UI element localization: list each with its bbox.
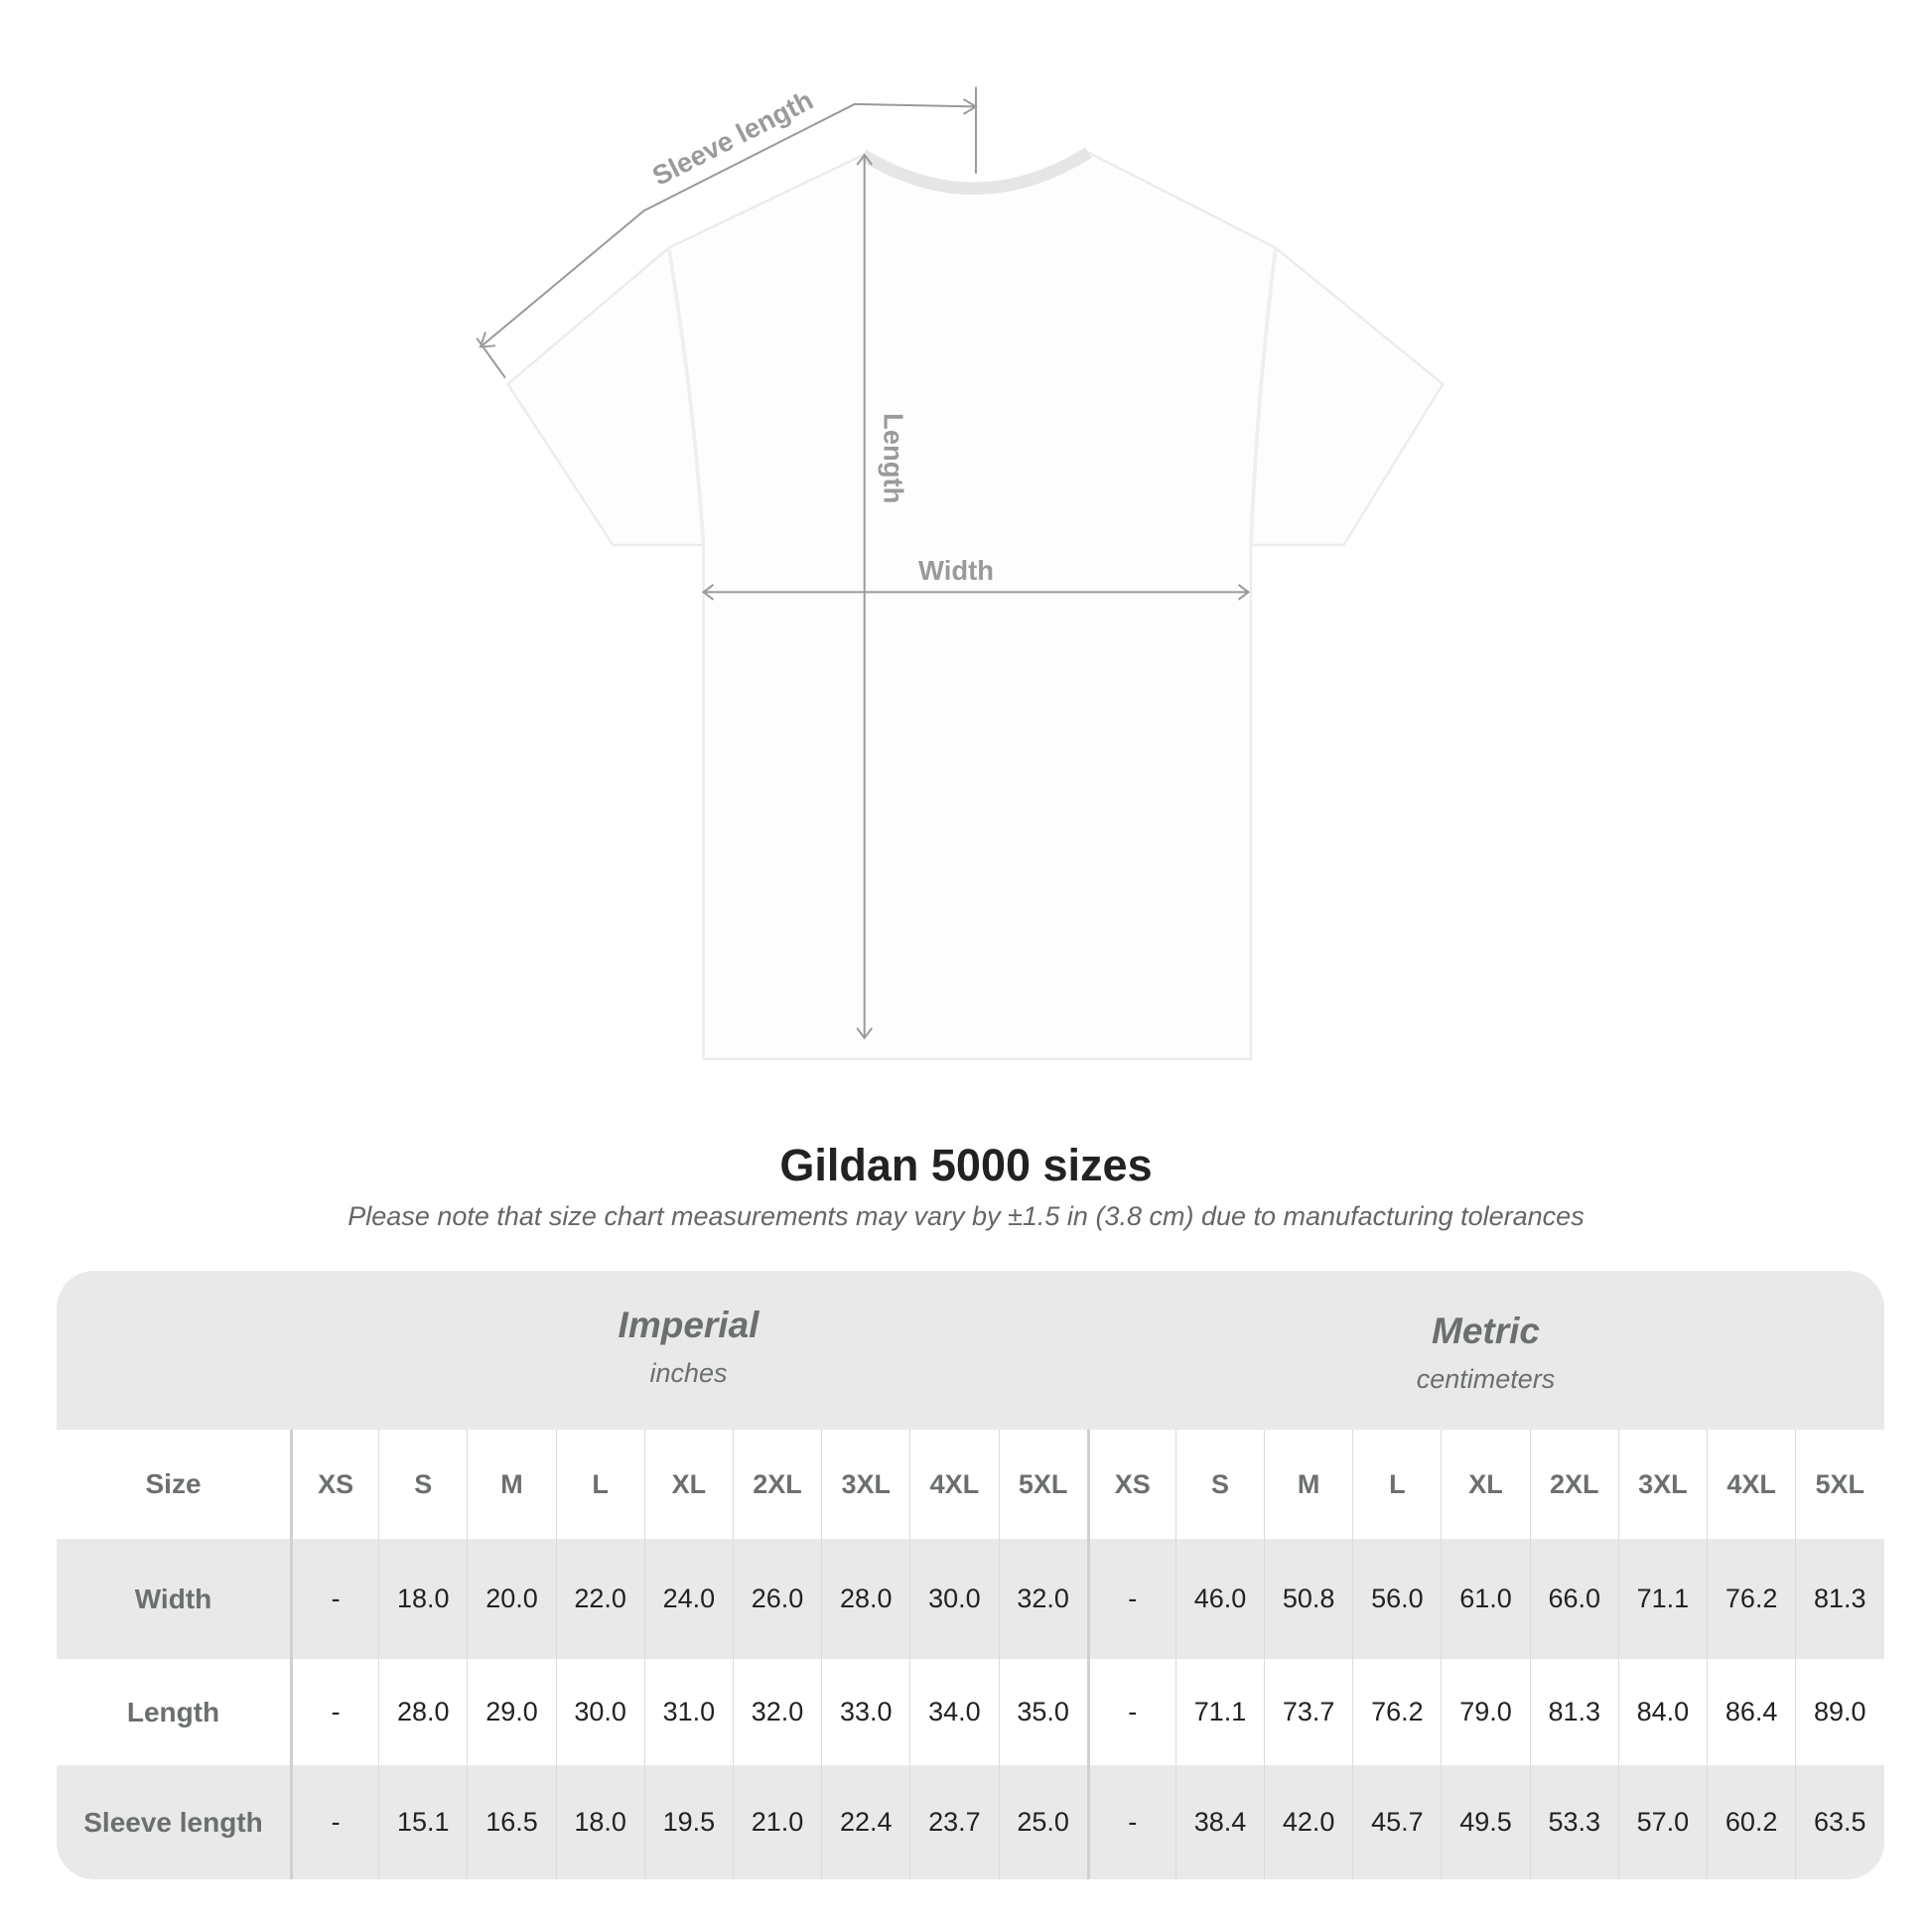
value-cell-metric: 79.0 [1441, 1659, 1529, 1765]
value-cell-metric: 63.5 [1795, 1765, 1883, 1879]
value-cell-metric: 56.0 [1352, 1539, 1441, 1659]
value-cell-metric: 76.2 [1352, 1659, 1441, 1765]
size-header-imperial: XL [643, 1430, 733, 1539]
size-header-metric: 2XL [1529, 1430, 1618, 1539]
value-cell-metric: 71.1 [1174, 1659, 1264, 1765]
size-table: Imperial inches Metric centimeters Size X… [57, 1271, 1884, 1879]
table-row: Length -28.0 29.0 30.0 31.0 32.0 33.0 34.0 35.0-… [57, 1659, 1884, 1765]
metric-header: Metric centimeters [1087, 1311, 1884, 1395]
value-cell-imperial: 32.0 [732, 1659, 821, 1765]
row-label: Length [126, 1696, 220, 1727]
table-row: Width -18.0 20.0 22.0 24.0 26.0 28.0 30.0 32.0-4… [57, 1539, 1884, 1659]
value-cell-metric: - [1086, 1539, 1175, 1659]
value-cell-metric: 76.2 [1707, 1539, 1795, 1659]
value-cell-metric: 57.0 [1617, 1765, 1707, 1879]
unit-header-band [57, 1271, 1884, 1430]
value-cell-imperial: 16.5 [467, 1765, 555, 1879]
value-cell-metric: 73.7 [1264, 1659, 1352, 1765]
size-header-label: Size [145, 1468, 202, 1499]
tshirt-diagram: Sleeve length Length Width [476, 84, 1445, 1060]
value-cell-metric: 81.3 [1529, 1659, 1618, 1765]
imperial-header: Imperial inches [290, 1305, 1087, 1389]
value-cell-metric: 84.0 [1617, 1659, 1707, 1765]
value-cell-imperial: 23.7 [909, 1765, 998, 1879]
value-cell-imperial: 15.1 [378, 1765, 467, 1879]
size-header-metric: 4XL [1707, 1430, 1795, 1539]
tshirt-illustration [505, 151, 1445, 1060]
imperial-title: Imperial [618, 1305, 759, 1345]
size-header-imperial: XS [290, 1430, 378, 1539]
size-header-imperial: S [378, 1430, 467, 1539]
value-cell-imperial: 30.0 [555, 1659, 644, 1765]
size-header-imperial: 2XL [732, 1430, 821, 1539]
table-row: Sleeve length -15.1 16.5 18.0 19.5 21.0 22.4 23… [57, 1765, 1884, 1879]
value-cell-imperial: 22.4 [821, 1765, 909, 1879]
size-header-metric: 3XL [1617, 1430, 1707, 1539]
size-header-imperial: M [467, 1430, 555, 1539]
value-cell-metric: 61.0 [1441, 1539, 1529, 1659]
value-cell-imperial: 19.5 [643, 1765, 733, 1879]
value-cell-imperial: 28.0 [821, 1539, 909, 1659]
page-title: Gildan 5000 sizes [779, 1140, 1153, 1190]
row-label: Sleeve length [83, 1806, 263, 1838]
size-header-metric: M [1264, 1430, 1352, 1539]
value-cell-metric: 53.3 [1529, 1765, 1618, 1879]
size-header-metric: L [1352, 1430, 1441, 1539]
metric-title: Metric [1432, 1311, 1540, 1351]
value-cell-imperial: 26.0 [732, 1539, 821, 1659]
size-header-imperial: 3XL [821, 1430, 909, 1539]
value-cell-metric: 71.1 [1617, 1539, 1707, 1659]
value-cell-metric: 46.0 [1174, 1539, 1264, 1659]
value-cell-metric: - [1086, 1659, 1175, 1765]
size-header-metric: XS [1086, 1430, 1175, 1539]
sleeve-length-label: Sleeve length [647, 84, 818, 192]
value-cell-metric: - [1086, 1765, 1175, 1879]
value-cell-imperial: 33.0 [821, 1659, 909, 1765]
size-header-metric: S [1174, 1430, 1264, 1539]
value-cell-imperial: 35.0 [998, 1659, 1087, 1765]
value-cell-metric: 86.4 [1707, 1659, 1795, 1765]
value-cell-metric: 38.4 [1174, 1765, 1264, 1879]
value-cell-metric: 50.8 [1264, 1539, 1352, 1659]
value-cell-metric: 60.2 [1707, 1765, 1795, 1879]
metric-unit: centimeters [1416, 1364, 1556, 1394]
size-header-imperial: 5XL [998, 1430, 1087, 1539]
value-cell-imperial: - [290, 1765, 378, 1879]
imperial-unit: inches [649, 1358, 728, 1388]
value-cell-metric: 81.3 [1795, 1539, 1883, 1659]
size-header-imperial: 4XL [909, 1430, 998, 1539]
value-cell-imperial: - [290, 1659, 378, 1765]
tolerance-note: Please note that size chart measurements… [347, 1201, 1585, 1231]
value-cell-metric: 45.7 [1352, 1765, 1441, 1879]
value-cell-imperial: 25.0 [998, 1765, 1087, 1879]
value-cell-imperial: 32.0 [998, 1539, 1087, 1659]
size-header-metric: XL [1441, 1430, 1529, 1539]
value-cell-metric: 89.0 [1795, 1659, 1883, 1765]
value-cell-imperial: 31.0 [643, 1659, 733, 1765]
value-cell-metric: 42.0 [1264, 1765, 1352, 1879]
value-cell-imperial: 30.0 [909, 1539, 998, 1659]
width-label: Width [918, 555, 994, 586]
value-cell-metric: 49.5 [1441, 1765, 1529, 1879]
size-header-imperial: L [555, 1430, 644, 1539]
row-label: Width [134, 1583, 212, 1614]
sleeve-measure-line [480, 102, 976, 348]
value-cell-imperial: 18.0 [378, 1539, 467, 1659]
value-cell-imperial: 22.0 [555, 1539, 644, 1659]
size-header-row: Size XS S M L XL 2XL 3XL 4XL 5XL XS S M L XL 2XL 3XL 4XL 5… [57, 1430, 1884, 1539]
value-cell-metric: 66.0 [1529, 1539, 1618, 1659]
length-label: Length [879, 413, 909, 503]
value-cell-imperial: 20.0 [467, 1539, 555, 1659]
value-cell-imperial: 34.0 [909, 1659, 998, 1765]
value-cell-imperial: 21.0 [732, 1765, 821, 1879]
value-cell-imperial: 18.0 [555, 1765, 644, 1879]
value-cell-imperial: 29.0 [467, 1659, 555, 1765]
value-cell-imperial: 24.0 [643, 1539, 733, 1659]
value-cell-imperial: 28.0 [378, 1659, 467, 1765]
value-cell-imperial: - [290, 1539, 378, 1659]
size-header-metric: 5XL [1795, 1430, 1883, 1539]
